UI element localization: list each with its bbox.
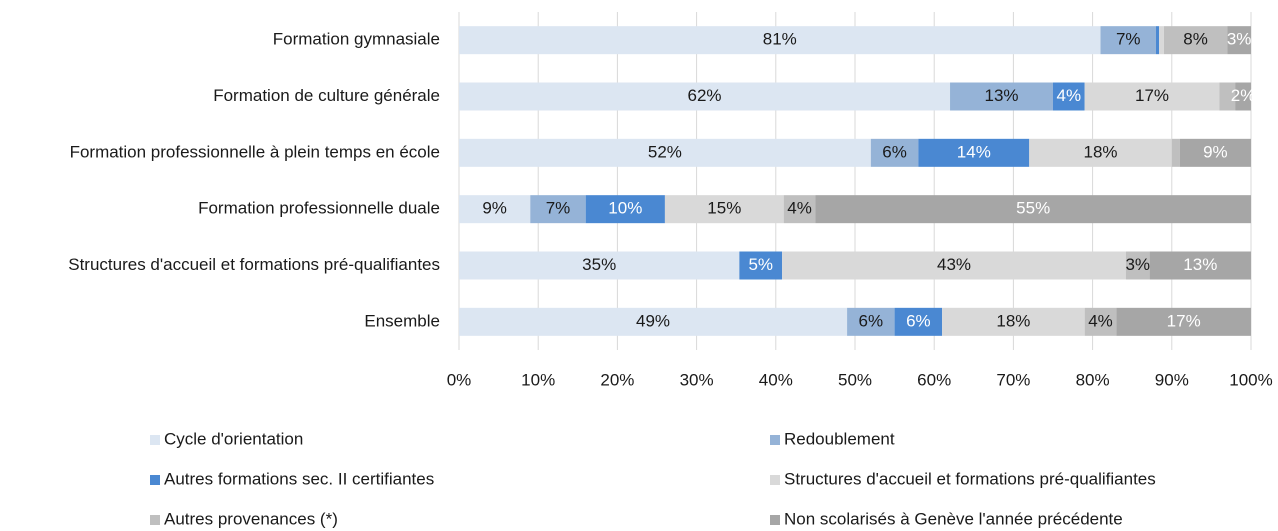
data-label: 18% xyxy=(996,311,1030,330)
legend-label: Cycle d'orientation xyxy=(164,429,303,448)
bar-segment xyxy=(1125,251,1150,280)
data-label: 4% xyxy=(787,199,812,218)
legend-swatch xyxy=(770,475,780,485)
y-tick-label: Formation de culture générale xyxy=(213,86,440,105)
bar-segment xyxy=(1179,138,1251,167)
x-tick-label: 20% xyxy=(600,370,634,389)
bar-segment xyxy=(1163,26,1228,55)
data-label: 9% xyxy=(482,199,507,218)
data-label: 15% xyxy=(707,199,741,218)
data-label: 43% xyxy=(937,255,971,274)
bar-segment xyxy=(585,195,665,224)
x-tick-label: 100% xyxy=(1229,370,1272,389)
bar-segment xyxy=(942,307,1085,336)
x-tick-label: 60% xyxy=(917,370,951,389)
data-label: 17% xyxy=(1167,311,1201,330)
x-tick-label: 70% xyxy=(996,370,1030,389)
data-label: 6% xyxy=(882,142,907,161)
bar-segment xyxy=(459,138,871,167)
x-tick-label: 40% xyxy=(759,370,793,389)
data-label: 62% xyxy=(688,86,722,105)
x-tick-label: 10% xyxy=(521,370,555,389)
bar-segment xyxy=(1116,307,1251,336)
y-tick-label: Formation gymnasiale xyxy=(273,30,440,49)
data-label: 6% xyxy=(906,311,931,330)
legend-label: Autres provenances (*) xyxy=(164,509,338,528)
data-label: 17% xyxy=(1135,86,1169,105)
bar-segment xyxy=(782,251,1126,280)
bar-segment xyxy=(783,195,816,224)
bar-segment xyxy=(530,195,586,224)
bar-segment xyxy=(870,138,919,167)
legend-swatch xyxy=(770,435,780,445)
y-tick-label: Formation professionnelle duale xyxy=(198,199,440,218)
data-label: 7% xyxy=(546,199,571,218)
data-label: 35% xyxy=(582,255,616,274)
bar-segment xyxy=(459,251,740,280)
data-label: 5% xyxy=(748,255,773,274)
data-label: 3% xyxy=(1125,255,1150,274)
bar-segment xyxy=(918,138,1030,167)
data-label: 10% xyxy=(608,199,642,218)
data-label: 55% xyxy=(1016,199,1050,218)
data-label: 9% xyxy=(1203,142,1228,161)
x-tick-label: 30% xyxy=(680,370,714,389)
bar-segment xyxy=(459,307,848,336)
data-label: 2% xyxy=(1231,86,1256,105)
bar-segment xyxy=(459,195,531,224)
bar-segment xyxy=(459,26,1101,55)
bar-segment xyxy=(1219,82,1236,111)
bar-segment xyxy=(1235,82,1251,111)
data-label: 14% xyxy=(957,142,991,161)
bar-segment xyxy=(815,195,1251,224)
bar-segment xyxy=(739,251,783,280)
x-tick-label: 0% xyxy=(447,370,472,389)
data-label: 3% xyxy=(1227,30,1252,49)
bar-segment xyxy=(459,82,951,111)
legend-label: Redoublement xyxy=(784,429,895,448)
bar-segment xyxy=(1029,138,1172,167)
legend-label: Non scolarisés à Genève l'année précéden… xyxy=(784,509,1123,528)
bar-segment xyxy=(894,307,943,336)
bar-segment xyxy=(1100,26,1156,55)
data-label: 52% xyxy=(648,142,682,161)
data-label: 13% xyxy=(985,86,1019,105)
bar-segment xyxy=(1155,26,1160,55)
y-tick-label: Formation professionnelle à plein temps … xyxy=(70,142,440,161)
bar-segment xyxy=(847,307,895,336)
data-label: 4% xyxy=(1057,86,1082,105)
legend-swatch xyxy=(150,475,160,485)
data-label: 81% xyxy=(763,30,797,49)
x-tick-label: 50% xyxy=(838,370,872,389)
bar-segment xyxy=(1053,82,1085,111)
bar-segment xyxy=(1149,251,1251,280)
legend-swatch xyxy=(150,515,160,525)
legend-label: Autres formations sec. II certifiantes xyxy=(164,469,434,488)
data-label: 7% xyxy=(1116,30,1141,49)
legend-label: Structures d'accueil et formations pré-q… xyxy=(784,469,1156,488)
data-label: 6% xyxy=(859,311,884,330)
data-label: 13% xyxy=(1183,255,1217,274)
legend-swatch xyxy=(150,435,160,445)
data-label: 8% xyxy=(1183,30,1208,49)
legend-swatch xyxy=(770,515,780,525)
bar-segment xyxy=(950,82,1053,111)
bar-segment xyxy=(1227,26,1251,55)
data-label: 4% xyxy=(1088,311,1113,330)
bar-segment xyxy=(1084,307,1117,336)
bar-segment xyxy=(1159,26,1164,55)
data-label: 18% xyxy=(1084,142,1118,161)
bar-segment xyxy=(1171,138,1180,167)
y-tick-label: Ensemble xyxy=(364,311,440,330)
data-label: 49% xyxy=(636,311,670,330)
bar-segment xyxy=(1084,82,1220,111)
bar-segment xyxy=(664,195,784,224)
y-tick-label: Structures d'accueil et formations pré-q… xyxy=(68,255,440,274)
x-tick-label: 90% xyxy=(1155,370,1189,389)
x-tick-label: 80% xyxy=(1076,370,1110,389)
